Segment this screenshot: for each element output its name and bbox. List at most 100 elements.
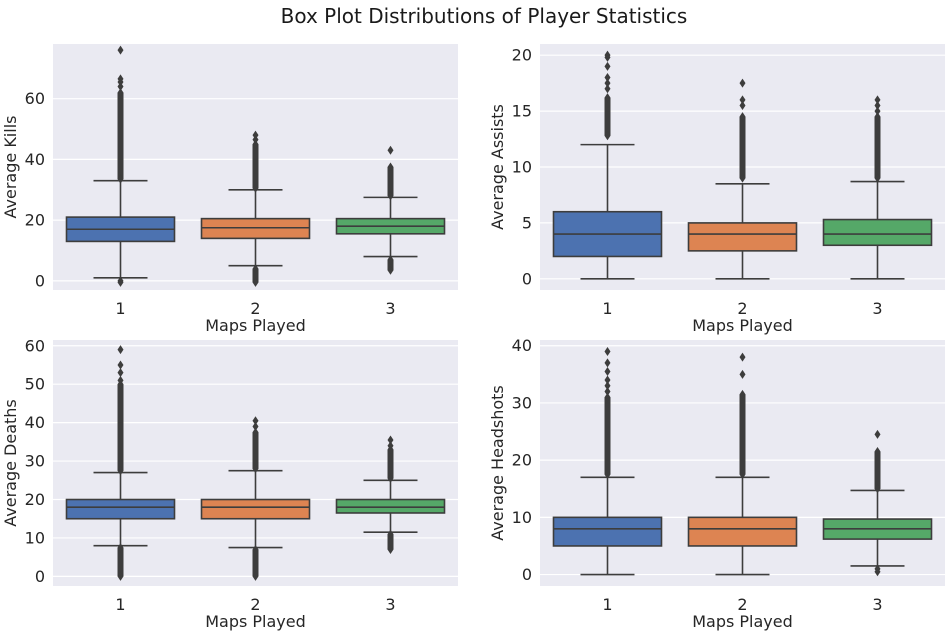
outlier-run-high-end <box>739 469 746 479</box>
x-tick-label: 1 <box>602 595 612 614</box>
box-body <box>65 498 176 520</box>
outlier-run-low-end <box>387 544 394 554</box>
outlier-point <box>604 375 611 385</box>
subplot-3: 0 10 20 30 40 50 60 1 2 3 Maps Played Average Death… <box>1 336 458 631</box>
y-axis-label: Average Deaths <box>1 399 20 527</box>
outlier-run-low <box>252 268 259 283</box>
outlier-run-high <box>739 116 746 179</box>
y-tick-label: 10 <box>25 528 45 547</box>
outlier-run-low <box>387 534 394 550</box>
box-2 <box>687 352 798 576</box>
outlier-point <box>252 130 259 140</box>
x-axis-label: Maps Played <box>205 612 306 631</box>
outlier-run-low-end <box>117 571 124 581</box>
outlier-point <box>117 45 124 55</box>
outlier-point <box>874 106 881 116</box>
outlier-run-high-end <box>874 447 881 457</box>
y-tick-label: 15 <box>512 102 532 121</box>
outlier-point <box>117 360 124 370</box>
x-tick-label: 1 <box>602 299 612 318</box>
box-2 <box>200 130 311 287</box>
outlier-run-high <box>874 451 881 489</box>
outlier-point <box>874 101 881 110</box>
outlier-run-high <box>874 116 881 179</box>
y-tick-label: 10 <box>512 158 532 177</box>
outlier-point <box>604 346 611 356</box>
box-1 <box>65 45 176 287</box>
y-tick-label: 20 <box>25 211 45 230</box>
outlier-run-high <box>117 92 124 180</box>
box-body <box>822 218 933 247</box>
box-3 <box>822 429 933 577</box>
x-tick-label: 1 <box>115 299 125 318</box>
outlier-point <box>117 277 124 287</box>
outlier-point <box>604 84 611 94</box>
outlier-run-high <box>604 397 611 475</box>
y-axis-label: Average Kills <box>1 116 20 219</box>
outlier-run-low <box>117 547 124 577</box>
outlier-run-low <box>252 549 259 577</box>
box-body <box>687 222 798 252</box>
outlier-point <box>604 381 611 391</box>
box-3 <box>335 435 446 554</box>
outlier-run-high-end <box>387 162 394 172</box>
y-tick-label: 40 <box>512 336 532 355</box>
y-tick-label: 0 <box>522 565 532 584</box>
outlier-run-high-end <box>739 112 746 122</box>
y-tick-label: 20 <box>512 46 532 65</box>
y-tick-label: 20 <box>512 451 532 470</box>
outlier-run-high-end <box>117 174 124 184</box>
outlier-run-low <box>387 259 394 271</box>
outlier-run-high <box>739 394 746 475</box>
outlier-run-low-end <box>387 265 394 275</box>
y-tick-label: 40 <box>25 413 45 432</box>
outlier-run-high-end <box>604 131 611 141</box>
outlier-run-high-end <box>874 112 881 122</box>
box-body <box>200 498 311 520</box>
x-axis-label: Maps Played <box>692 316 793 335</box>
outlier-point <box>604 78 611 88</box>
outlier-point <box>387 435 394 445</box>
y-axis-label: Average Assists <box>488 104 507 230</box>
x-tick-label: 2 <box>737 595 747 614</box>
outlier-run-high <box>252 144 259 189</box>
figure-title: Box Plot Distributions of Player Statist… <box>281 4 688 28</box>
x-tick-label: 2 <box>250 595 260 614</box>
subplot-2: 0 5 10 15 20 1 2 3 Maps Played Average Assists <box>488 44 945 335</box>
x-axis-label: Maps Played <box>205 316 306 335</box>
box-2 <box>687 78 798 280</box>
x-tick-label: 3 <box>385 595 395 614</box>
outlier-run-high-end <box>874 173 881 183</box>
outlier-point <box>604 386 611 396</box>
outlier-point <box>604 366 611 376</box>
y-tick-label: 20 <box>25 490 45 509</box>
outlier-run-low-end <box>387 255 394 265</box>
outlier-point <box>739 78 746 88</box>
outlier-point <box>387 145 394 155</box>
outlier-run-high <box>252 432 259 469</box>
outlier-run-high-end <box>739 173 746 183</box>
outlier-run-high-end <box>604 392 611 402</box>
outlier-run-high-end <box>252 139 259 149</box>
outlier-run-high <box>117 384 124 471</box>
y-tick-label: 60 <box>25 336 45 355</box>
outlier-run-high-end <box>387 473 394 483</box>
box-body <box>552 516 663 547</box>
outlier-point <box>117 345 124 355</box>
x-tick-label: 3 <box>872 595 882 614</box>
outlier-point <box>874 564 881 574</box>
outlier-point <box>739 101 746 110</box>
outlier-run-high-end <box>387 191 394 201</box>
subplot-4: 0 10 20 30 40 1 2 3 Maps Played Average Headshots <box>488 336 945 631</box>
outlier-point <box>604 358 611 368</box>
outlier-point <box>604 73 611 83</box>
outlier-point <box>117 368 124 378</box>
y-tick-label: 5 <box>522 213 532 232</box>
outlier-run-high-end <box>252 183 259 193</box>
outlier-point <box>387 441 394 451</box>
subplot-1: 0 20 40 60 1 2 3 Maps Played Average Kills <box>1 44 458 335</box>
outlier-point <box>604 61 611 71</box>
box-2 <box>200 416 311 581</box>
